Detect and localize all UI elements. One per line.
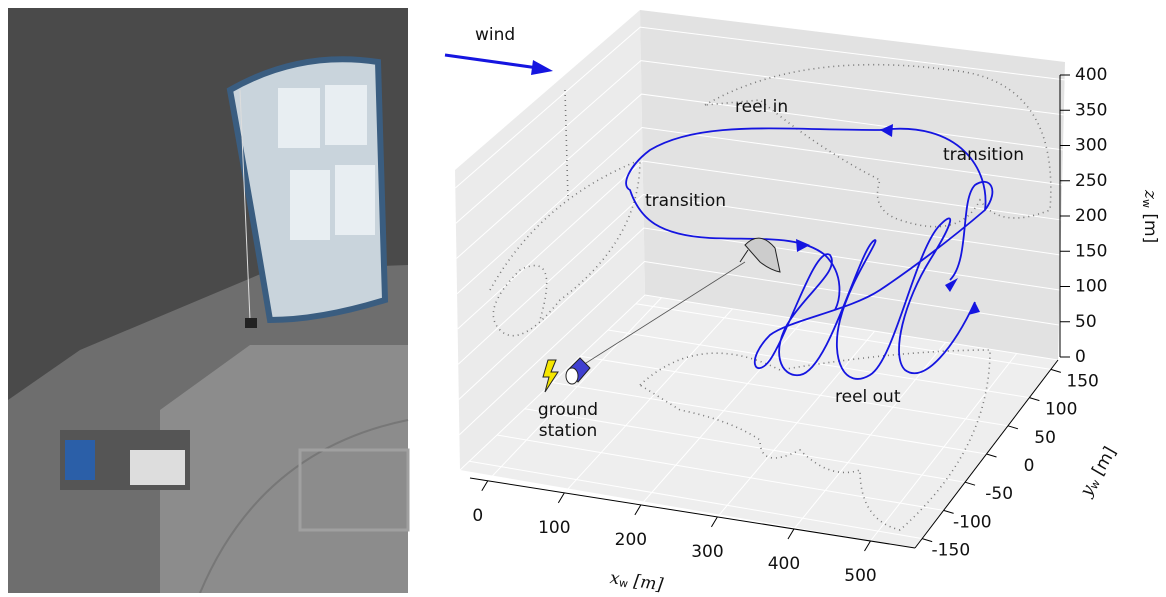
axis-sub: w: [618, 576, 629, 590]
x-tick-label: 0: [472, 506, 483, 526]
x-tick: [710, 516, 718, 528]
y-tick: [922, 538, 933, 543]
z-tick-label: 0: [1075, 347, 1086, 367]
axis-var: z: [1141, 189, 1161, 200]
y-tick-label: 0: [1024, 456, 1035, 476]
wind-label: wind: [475, 25, 515, 45]
y-tick: [986, 453, 997, 458]
y-tick-label: -150: [932, 541, 971, 561]
z-tick-label: 350: [1075, 100, 1107, 120]
grid-line: [496, 434, 944, 511]
x-tick-label: 300: [691, 542, 723, 562]
z-tick-label: 200: [1075, 206, 1107, 226]
axis-var: x: [609, 568, 622, 589]
y-axis-label: yw [m]: [1075, 443, 1120, 501]
trajectory: [625, 124, 994, 380]
x-tick: [787, 528, 795, 540]
grid-line: [459, 294, 1059, 471]
grid-line: [524, 408, 966, 483]
grid-line: [870, 353, 1018, 542]
wind-arrow: [444, 53, 553, 75]
reel-in-label: reel in: [735, 97, 788, 117]
y-tick: [1007, 425, 1019, 430]
grid-line: [635, 303, 1051, 370]
grid-line: [469, 460, 923, 540]
grid-line: [457, 160, 1062, 330]
y-tick-label: 100: [1045, 400, 1077, 420]
grid-line: [580, 355, 1009, 427]
x-tick: [481, 480, 489, 492]
x-tick-label: 200: [615, 530, 647, 550]
transition-label: transition: [943, 145, 1024, 165]
x-tick-label: 500: [844, 566, 876, 586]
y-tick: [1029, 397, 1040, 402]
grid-line: [457, 194, 1061, 365]
ground-station: [542, 357, 591, 393]
axis-unit: [m]: [1086, 443, 1121, 484]
grid-line: [455, 60, 1064, 224]
grid-line: [640, 319, 804, 506]
grid-line: [607, 329, 1030, 399]
photo: [8, 8, 410, 594]
reel-out-label: reel out: [835, 387, 901, 407]
y-tick: [1050, 368, 1061, 373]
kite: [574, 237, 781, 371]
y-tick: [943, 509, 954, 514]
grid-line: [793, 342, 947, 530]
axis-unit: [m]: [627, 570, 665, 593]
y-tick-label: -100: [953, 512, 992, 532]
x-axis-label: xw [m]: [609, 568, 665, 593]
z-tick-label: 150: [1075, 241, 1107, 261]
z-axis-label: zw [m]: [1140, 189, 1161, 243]
grid-line: [552, 382, 987, 455]
grid-line: [717, 330, 876, 518]
projections: [489, 63, 1052, 531]
x-tick-label: 400: [768, 554, 800, 574]
grid-line: [487, 297, 662, 482]
y-tick-label: -50: [985, 484, 1013, 504]
grid-line: [459, 260, 1059, 436]
grid-line: [454, 26, 1065, 189]
z-tick-label: 50: [1075, 312, 1097, 332]
x-tick: [634, 504, 642, 516]
z-tick-label: 250: [1075, 171, 1107, 191]
axis-unit: [m]: [1140, 208, 1160, 243]
z-tick-label: 100: [1075, 277, 1107, 297]
y-tick-label: 150: [1066, 371, 1098, 391]
grid-line: [458, 227, 1060, 400]
x-tick: [557, 492, 565, 504]
grid-line: [563, 308, 733, 494]
ground-station-label: ground: [538, 400, 598, 420]
grid-line: [456, 127, 1063, 295]
axis-sub: w: [1140, 199, 1153, 208]
x-tick-label: 100: [538, 518, 570, 538]
y-tick-label: 50: [1034, 428, 1056, 448]
z-tick-label: 300: [1075, 136, 1107, 156]
ground-station-label: station: [539, 421, 598, 441]
z-tick-label: 400: [1075, 65, 1107, 85]
transition-label: transition: [645, 191, 726, 211]
x-tick: [864, 540, 871, 552]
y-tick: [964, 481, 976, 486]
